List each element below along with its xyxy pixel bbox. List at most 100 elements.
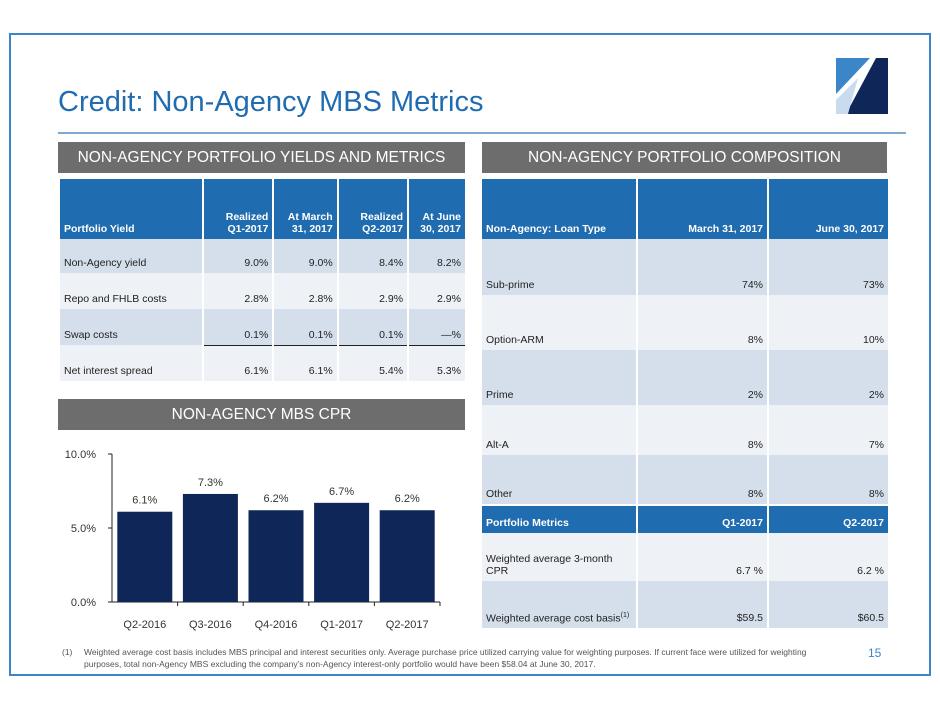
cell-value: 6.7 % <box>638 533 767 581</box>
chart-bar <box>248 510 304 602</box>
unit: % <box>323 329 333 341</box>
bar-data-label: 6.2% <box>395 493 420 505</box>
cell-value: 0.1 <box>308 329 324 341</box>
footnote-number: (1) <box>62 647 73 657</box>
bar-data-label: 6.7% <box>329 486 354 498</box>
table-header: Realized Q2-2017 <box>338 179 408 239</box>
cell-value: 0.1 <box>244 329 259 341</box>
cell-value: 9.0 <box>308 257 324 269</box>
table-header: Portfolio Yield <box>60 179 202 239</box>
cell-value: $59.5 <box>638 581 767 628</box>
cell-value: 6.1 <box>308 365 324 377</box>
table-row: Alt-A 8% 7% <box>482 405 888 455</box>
footnote-text: Weighted average cost basis includes MBS… <box>84 647 807 669</box>
row-label: Swap costs <box>60 309 202 345</box>
table-row: Sub-prime 74% 73% <box>482 239 888 295</box>
yields-section-header: NON-AGENCY PORTFOLIO YIELDS AND METRICS <box>58 142 465 173</box>
unit: % <box>323 365 333 377</box>
cell-value: 9.0 <box>244 257 259 269</box>
company-logo-icon <box>836 58 888 114</box>
cpr-section-header: NON-AGENCY MBS CPR <box>58 399 465 430</box>
table-row: Option-ARM 8% 10% <box>482 295 888 350</box>
unit: % <box>259 257 269 269</box>
cpr-bar-chart: 0.0% 5.0% 10.0% 6.1% Q2-2016 7.3% Q3-2016 6.2% Q… <box>65 449 441 631</box>
unit: % <box>393 329 404 341</box>
cell-value: — <box>441 329 452 341</box>
unit: % <box>393 365 404 377</box>
bar-data-label: 6.1% <box>132 495 157 507</box>
row-label: Net interest spread <box>60 345 202 381</box>
table-header: Non-Agency: Loan Type <box>482 179 636 239</box>
composition-table: Non-Agency: Loan Type March 31, 2017 Jun… <box>480 179 890 628</box>
unit: % <box>451 365 461 377</box>
row-label: Option-ARM <box>482 295 636 350</box>
cell-value: 6.2 % <box>769 533 888 581</box>
cell-value: 7% <box>769 405 888 455</box>
table-row: Net interest spread 6.1% 6.1% 5.4% 5.3% <box>60 345 465 381</box>
row-label: Non-Agency yield <box>60 239 202 273</box>
table-header: Q2-2017 <box>769 504 888 533</box>
table-row: Other 8% 8% <box>482 455 888 504</box>
table-header: June 30, 2017 <box>769 179 888 239</box>
yields-table: Portfolio Yield Realized Q1-2017 At Marc… <box>58 179 467 381</box>
cell-value: 8.4 <box>379 257 394 269</box>
cell-value: 2% <box>638 350 767 405</box>
cell-value: 73% <box>769 239 888 295</box>
unit: % <box>393 293 404 305</box>
row-label: Sub-prime <box>482 239 636 295</box>
slide-frame <box>9 33 931 676</box>
chart-bar <box>314 502 370 602</box>
table-row: Prime 2% 2% <box>482 350 888 405</box>
cell-value: 8% <box>638 405 767 455</box>
x-tick-label: Q4-2016 <box>255 619 298 631</box>
table-row: Weighted average 3-month CPR 6.7 % 6.2 % <box>482 533 888 581</box>
footnote-ref: (1) <box>620 611 630 619</box>
table-header: Portfolio Metrics <box>482 504 636 533</box>
bar-data-label: 6.2% <box>263 493 288 505</box>
row-label: Other <box>482 455 636 504</box>
cell-value: 2.9 <box>379 293 394 305</box>
table-row: Weighted average cost basis(1) $59.5 $60… <box>482 581 888 628</box>
cell-value: 10% <box>769 295 888 350</box>
table-row: Swap costs 0.1% 0.1% 0.1% —% <box>60 309 465 345</box>
y-tick-label: 5.0% <box>71 523 96 535</box>
table-header: Realized Q1-2017 <box>204 179 273 239</box>
cell-value: $60.5 <box>769 581 888 628</box>
cell-value: 8% <box>769 455 888 504</box>
row-label: Weighted average cost basis(1) <box>482 581 636 628</box>
x-tick-label: Q1-2017 <box>320 619 363 631</box>
unit: % <box>259 365 269 377</box>
row-label: Weighted average 3-month CPR <box>482 533 636 581</box>
unit: % <box>451 329 461 341</box>
unit: % <box>259 293 269 305</box>
unit: % <box>323 257 333 269</box>
y-tick-label: 10.0% <box>65 449 96 461</box>
table-header: At March 31, 2017 <box>274 179 337 239</box>
cell-value: 74% <box>638 239 767 295</box>
page-number: 15 <box>868 646 882 660</box>
unit: % <box>451 257 461 269</box>
cell-value: 8% <box>638 295 767 350</box>
table-row: Repo and FHLB costs 2.8% 2.8% 2.9% 2.9% <box>60 273 465 309</box>
table-row: Non-Agency yield 9.0% 9.0% 8.4% 8.2% <box>60 239 465 273</box>
composition-section-header: NON-AGENCY PORTFOLIO COMPOSITION <box>482 142 887 173</box>
cell-value: 5.3 <box>437 365 452 377</box>
cell-value: 8% <box>638 455 767 504</box>
x-tick-label: Q3-2016 <box>189 619 232 631</box>
chart-bar <box>182 493 238 602</box>
unit: % <box>323 293 333 305</box>
cell-value: 2.8 <box>308 293 324 305</box>
cell-value: 6.1 <box>244 365 259 377</box>
x-tick-label: Q2-2017 <box>386 619 429 631</box>
cell-value: 0.1 <box>379 329 394 341</box>
x-tick-label: Q2-2016 <box>123 619 166 631</box>
chart-bar <box>379 510 435 602</box>
unit: % <box>451 293 461 305</box>
row-label: Repo and FHLB costs <box>60 273 202 309</box>
bar-data-label: 7.3% <box>198 477 223 489</box>
cell-value: 2.8 <box>244 293 259 305</box>
page-title: Credit: Non-Agency MBS Metrics <box>58 86 484 118</box>
cell-value: 5.4 <box>379 365 394 377</box>
unit: % <box>393 257 404 269</box>
table-header: March 31, 2017 <box>638 179 767 239</box>
